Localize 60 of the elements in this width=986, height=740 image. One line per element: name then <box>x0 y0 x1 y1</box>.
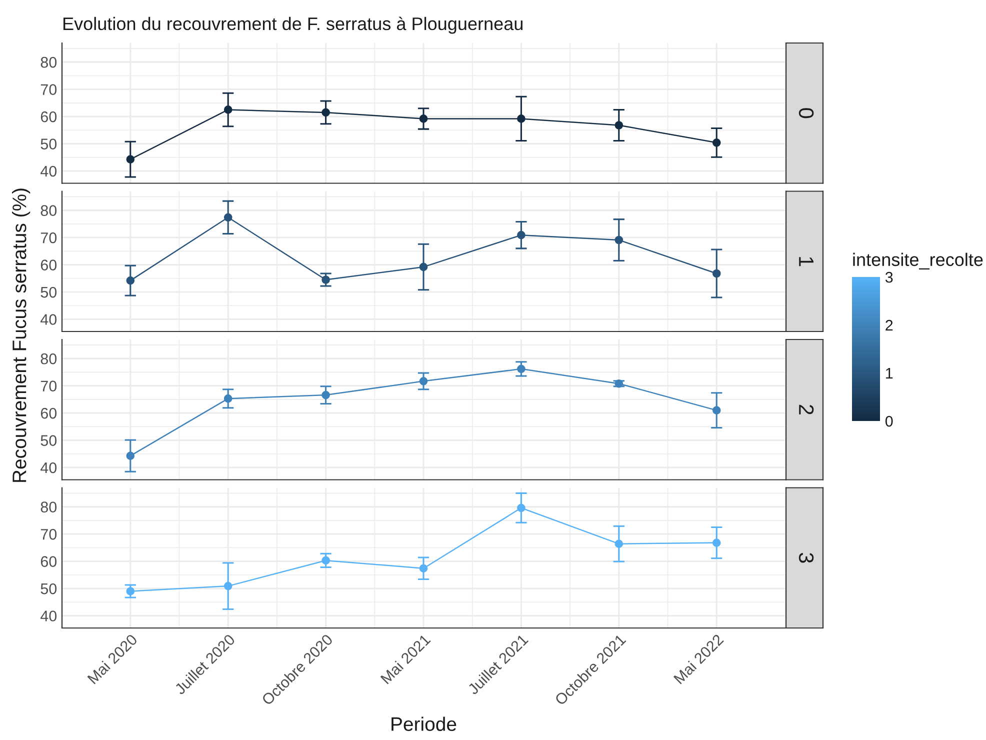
point <box>419 377 428 386</box>
color-bar-label: 1 <box>886 368 893 379</box>
point <box>614 379 624 388</box>
point <box>712 269 721 278</box>
color-bar-title: intensite_recolte <box>853 252 983 270</box>
y-tick-label: 40 <box>40 462 57 474</box>
point <box>322 108 330 117</box>
y-tick-label: 60 <box>40 111 57 122</box>
text: 1 <box>799 257 814 266</box>
point <box>517 114 526 123</box>
y-axis-title: Recouvrement Fucus serratus (%) <box>12 188 30 482</box>
point <box>517 364 526 374</box>
point <box>517 504 526 512</box>
text: 0 <box>798 108 814 118</box>
point <box>419 262 428 272</box>
x-axis-title: Periode <box>392 716 456 732</box>
y-tick-label: 50 <box>40 583 57 594</box>
point <box>126 452 135 460</box>
point <box>224 394 232 403</box>
point <box>322 556 330 565</box>
point <box>712 538 721 547</box>
point <box>322 390 330 400</box>
point <box>126 587 135 596</box>
y-tick-label: 70 <box>40 528 57 540</box>
point <box>224 106 232 114</box>
y-tick-label: 50 <box>40 138 57 150</box>
y-tick-label: 80 <box>40 205 57 216</box>
y-tick-label: 80 <box>40 56 57 68</box>
point <box>126 155 135 164</box>
point <box>322 276 330 284</box>
y-tick-label: 80 <box>40 502 57 512</box>
y-tick-label: 40 <box>40 610 57 622</box>
point <box>614 540 624 548</box>
chart-title: Evolution du recouvrement de F. serratus à Plouguerneau <box>63 16 522 34</box>
color-bar-label: 2 <box>886 320 893 331</box>
y-tick-label: 80 <box>40 353 57 364</box>
color-bar-label: 3 <box>885 272 893 283</box>
point <box>712 138 721 147</box>
point <box>126 276 135 285</box>
y-tick-label: 40 <box>40 166 57 177</box>
color-bar-label: 0 <box>885 416 893 427</box>
point <box>224 213 232 222</box>
point <box>419 114 428 123</box>
y-tick-label: 60 <box>40 408 57 419</box>
y-tick-label: 70 <box>40 232 57 244</box>
point <box>419 564 428 573</box>
point <box>517 230 526 240</box>
y-tick-label: 60 <box>40 260 57 270</box>
point <box>614 121 624 130</box>
y-tick-label: 60 <box>40 556 57 567</box>
y-tick-label: 40 <box>40 314 57 325</box>
y-tick-label: 70 <box>40 84 57 95</box>
text: 3 <box>798 552 814 563</box>
point <box>712 406 721 414</box>
y-tick-label: 50 <box>40 286 57 298</box>
y-tick-label: 70 <box>40 380 57 392</box>
y-tick-label: 50 <box>40 435 57 446</box>
point <box>224 582 232 590</box>
text: 2 <box>799 404 814 414</box>
point <box>614 236 624 244</box>
